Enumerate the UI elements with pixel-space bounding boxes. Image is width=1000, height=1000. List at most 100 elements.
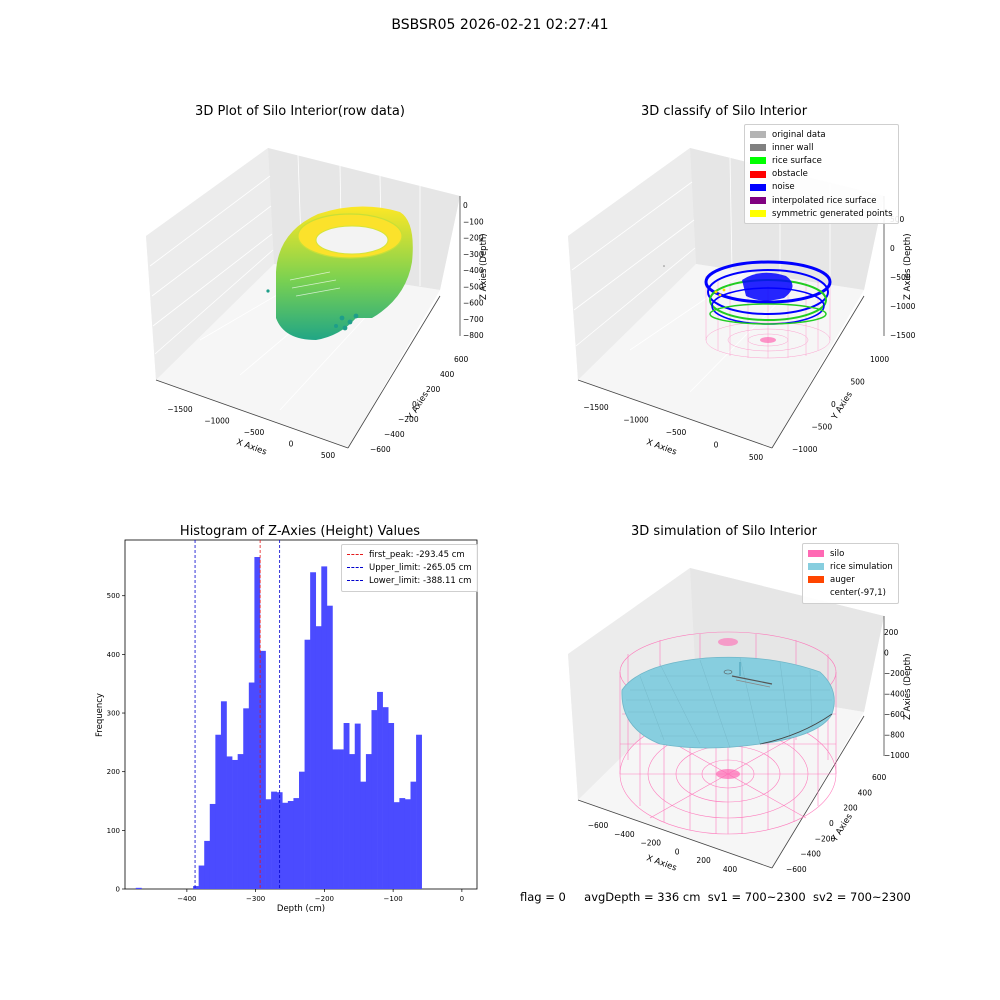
legend-label: Upper_limit: -265.05 cm [369,562,472,573]
histogram-bars [135,557,422,889]
legend-entry: Lower_limit: -388.11 cm [347,574,472,587]
simulation-rice-surface [621,656,835,749]
histogram-bar [265,799,272,889]
raw-x-tick: −500 [244,428,265,437]
histogram-bar [332,749,339,889]
simulation-plot-title: 3D simulation of Silo Interior [631,524,817,539]
simulation-x-tick: −600 [588,821,609,830]
raw-plot-title: 3D Plot of Silo Interior(row data) [195,104,405,119]
histogram-y-tick-label: 100 [107,827,120,835]
histogram-bar [248,682,255,889]
raw-x-tick: 0 [289,440,294,449]
classify-y-tick: 1000 [870,355,889,364]
raw-z-tick: −500 [463,282,484,291]
simulation-y-tick: 400 [858,788,873,797]
histogram-bar [321,566,328,889]
legend-label: original data [772,129,826,140]
sv1-value: sv1 = 700~2300 [707,890,806,904]
raw-z-tick: −400 [463,266,484,275]
legend-swatch [750,131,766,139]
simulation-z-tick: −600 [884,710,905,719]
legend-entry: center(-97,1) [808,587,893,600]
histogram-bar [232,759,238,889]
simulation-y-tick: 200 [843,804,858,813]
histogram-outlier-bar [135,887,142,889]
histogram-x-tick-label: −400 [177,895,196,903]
raw-point-cloud [266,206,413,340]
legend-label: obstacle [772,169,808,180]
raw-z-axis-label: Z Axies (Depth) [479,233,489,300]
simulation-y-tick: −600 [786,865,807,874]
legend-entry: inner wall [750,141,893,154]
histogram-legend: first_peak: -293.45 cm Upper_limit: -265.… [341,544,478,592]
histogram-x-axis-label: Depth (cm) [277,904,325,914]
raw-y-tick-labels: −600 −400 −200 0 200 400 600 [370,355,469,454]
simulation-z-tick: 200 [884,628,899,637]
histogram-y-tick-label: 400 [107,651,120,659]
classify-x-tick-labels: −1500 −1000 −500 0 500 [583,403,763,462]
legend-swatch [750,210,766,218]
simulation-auger [723,662,773,688]
simulation-x-tick: −200 [640,839,661,848]
classify-y-tick: −500 [812,423,833,432]
legend-entry: rice surface [750,154,893,167]
classify-z-tick: −1500 [890,331,916,340]
legend-swatch [808,550,824,558]
histogram-bar [410,781,417,889]
histogram-x-tick-label: −300 [246,895,265,903]
histogram-bar [293,798,300,889]
legend-label: interpolated rice surface [772,195,877,206]
classify-x-tick: −1500 [583,403,609,412]
raw-y-tick: 200 [426,385,441,394]
raw-x-tick-labels: −1500 −1000 −500 0 500 [167,405,335,460]
histogram-y-tick-label: 300 [107,710,120,718]
histogram-x-tick-label: −100 [384,895,403,903]
classify-plot-title: 3D classify of Silo Interior [640,104,808,119]
legend-swatch [750,170,766,178]
classify-point-cloud [663,260,832,359]
histogram-x-tick-label: 0 [460,895,464,903]
simulation-z-tick: −200 [884,669,905,678]
histogram-x-tick-label: −200 [315,895,334,903]
classify-x-tick: 0 [714,441,719,450]
histogram-bar [226,756,233,889]
sv2-value: sv2 = 700~2300 [812,890,911,904]
histogram-bar [393,802,400,889]
avg-depth-value: avgDepth = 336 cm [584,890,701,904]
classify-y-tick: 0 [831,400,836,409]
histogram-bar [243,708,250,889]
histogram-bar [220,701,227,889]
histogram-bar [204,840,211,889]
histogram-bar [310,572,317,889]
classify-x-tick: 500 [749,453,764,462]
raw-x-tick: 500 [321,451,336,460]
histogram-bar [193,886,199,889]
simulation-y-tick: 0 [829,819,834,828]
simulation-legend: silo rice simulation auger center(-97,1) [802,543,899,604]
flag-value: flag = 0 [520,890,566,904]
histogram-bar [287,801,294,889]
classify-y-tick: −1000 [792,445,818,454]
legend-swatch [808,563,824,571]
histogram-bar [388,723,395,889]
histogram-y-ticks: 0 100 200 300 400 500 [107,592,125,894]
legend-entry: symmetric generated points [750,207,893,220]
simulation-y-tick: 600 [872,773,887,782]
histogram-title: Histogram of Z-Axies (Height) Values [179,524,421,539]
histogram-y-tick-label: 200 [107,768,120,776]
histogram-bar [209,803,216,889]
raw-x-axis-label: X Axies [235,437,268,457]
legend-label: rice surface [772,155,822,166]
legend-label: Lower_limit: -388.11 cm [369,575,472,586]
classify-z-tick: 0 [890,244,895,253]
classify-z-tick: −1000 [890,302,916,311]
simulation-x-tick: 200 [696,856,711,865]
classify-legend: original data inner wall rice surface obsta… [744,124,899,225]
histogram-bar [259,650,266,889]
legend-swatch [808,590,824,597]
raw-z-tick: −800 [463,331,484,340]
simulation-x-tick: −400 [614,830,635,839]
raw-z-tick: −300 [463,250,484,259]
legend-swatch [347,580,363,582]
